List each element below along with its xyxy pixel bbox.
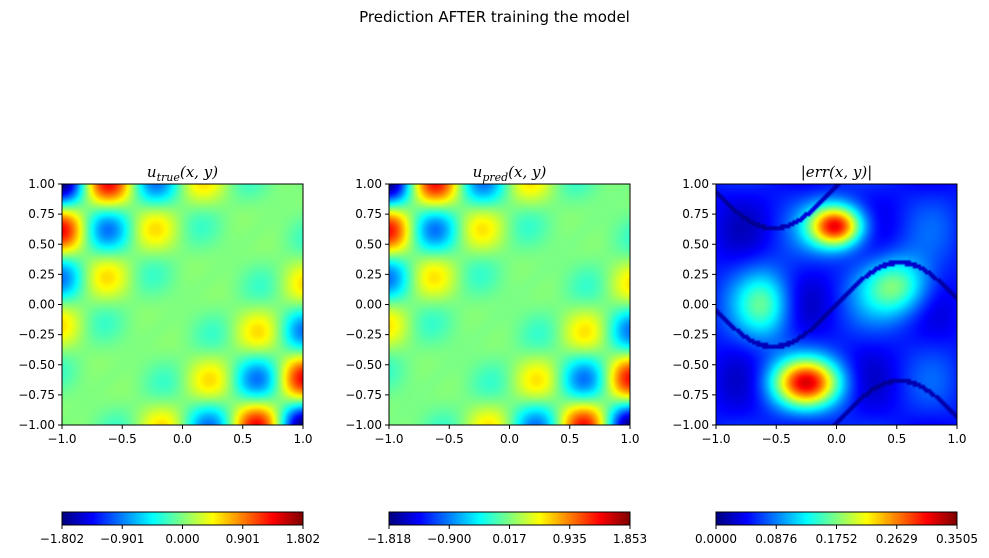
y-tick-label: −0.25	[18, 328, 55, 342]
x-tick-label: 0.5	[560, 432, 579, 446]
y-tick-label: 0.50	[28, 237, 55, 251]
y-tick-label: 0.75	[355, 207, 382, 221]
colorbar-tick-label: −1.802	[40, 532, 84, 546]
colorbar-tick-label: 0.017	[492, 532, 526, 546]
x-tick-label: 1.0	[620, 432, 639, 446]
colorbar-tick-label: 0.0876	[755, 532, 797, 546]
x-tick-label: −0.5	[435, 432, 464, 446]
colorbar-tick-label: −0.900	[427, 532, 471, 546]
y-tick-label: 0.50	[682, 237, 709, 251]
colorbar-tick-label: 0.3505	[936, 532, 978, 546]
panel-title-1: utrue(x, y)	[147, 163, 218, 184]
x-tick-label: 1.0	[947, 432, 966, 446]
colorbar-tick-label: 0.1752	[816, 532, 858, 546]
x-tick-label: −1.0	[701, 432, 730, 446]
x-tick-label: 0.0	[827, 432, 846, 446]
heatmap-image-1	[62, 184, 303, 425]
y-tick-label: 0.00	[682, 298, 709, 312]
x-tick-label: −0.5	[108, 432, 137, 446]
colorbar-tick-label: 0.2629	[876, 532, 918, 546]
x-tick-label: 0.0	[173, 432, 192, 446]
heatmap-image-2	[389, 184, 630, 425]
y-tick-label: 0.75	[28, 207, 55, 221]
x-tick-label: 0.5	[887, 432, 906, 446]
y-tick-label: −1.00	[345, 418, 382, 432]
colorbar-tick-label: 0.000	[165, 532, 199, 546]
panel-title-2: upred(x, y)	[473, 163, 547, 184]
y-tick-label: 0.25	[28, 267, 55, 281]
y-tick-label: 0.25	[682, 267, 709, 281]
y-tick-label: −0.75	[345, 388, 382, 402]
y-tick-label: −0.50	[18, 358, 55, 372]
y-tick-label: 0.00	[28, 298, 55, 312]
y-tick-label: −1.00	[18, 418, 55, 432]
y-tick-label: −0.50	[672, 358, 709, 372]
y-tick-label: 0.00	[355, 298, 382, 312]
colorbar-3	[716, 512, 957, 525]
colorbar-tick-label: 0.0000	[695, 532, 737, 546]
x-tick-label: −1.0	[374, 432, 403, 446]
y-tick-label: 0.75	[682, 207, 709, 221]
y-tick-label: −0.25	[345, 328, 382, 342]
colorbar-tick-label: 0.935	[553, 532, 587, 546]
figure-title: Prediction AFTER training the model	[359, 8, 630, 26]
panel-title-3: |err(x, y)|	[801, 163, 873, 181]
heatmap-image-3	[716, 184, 957, 425]
y-tick-label: 1.00	[28, 177, 55, 191]
x-tick-label: 0.5	[233, 432, 252, 446]
y-tick-label: 0.50	[355, 237, 382, 251]
colorbar-tick-label: −1.818	[367, 532, 411, 546]
y-tick-label: 1.00	[355, 177, 382, 191]
y-tick-label: 0.25	[355, 267, 382, 281]
y-tick-label: −0.25	[672, 328, 709, 342]
colorbar-tick-label: 1.853	[613, 532, 647, 546]
x-tick-label: 1.0	[293, 432, 312, 446]
y-tick-label: −0.50	[345, 358, 382, 372]
x-tick-label: −1.0	[47, 432, 76, 446]
colorbar-tick-label: 1.802	[286, 532, 320, 546]
x-tick-label: −0.5	[762, 432, 791, 446]
x-tick-label: 0.0	[500, 432, 519, 446]
colorbar-1	[62, 512, 303, 525]
colorbar-2	[389, 512, 630, 525]
colorbar-tick-label: 0.901	[226, 532, 260, 546]
y-tick-label: −0.75	[18, 388, 55, 402]
colorbar-tick-label: −0.901	[100, 532, 144, 546]
y-tick-label: −0.75	[672, 388, 709, 402]
y-tick-label: −1.00	[672, 418, 709, 432]
y-tick-label: 1.00	[682, 177, 709, 191]
